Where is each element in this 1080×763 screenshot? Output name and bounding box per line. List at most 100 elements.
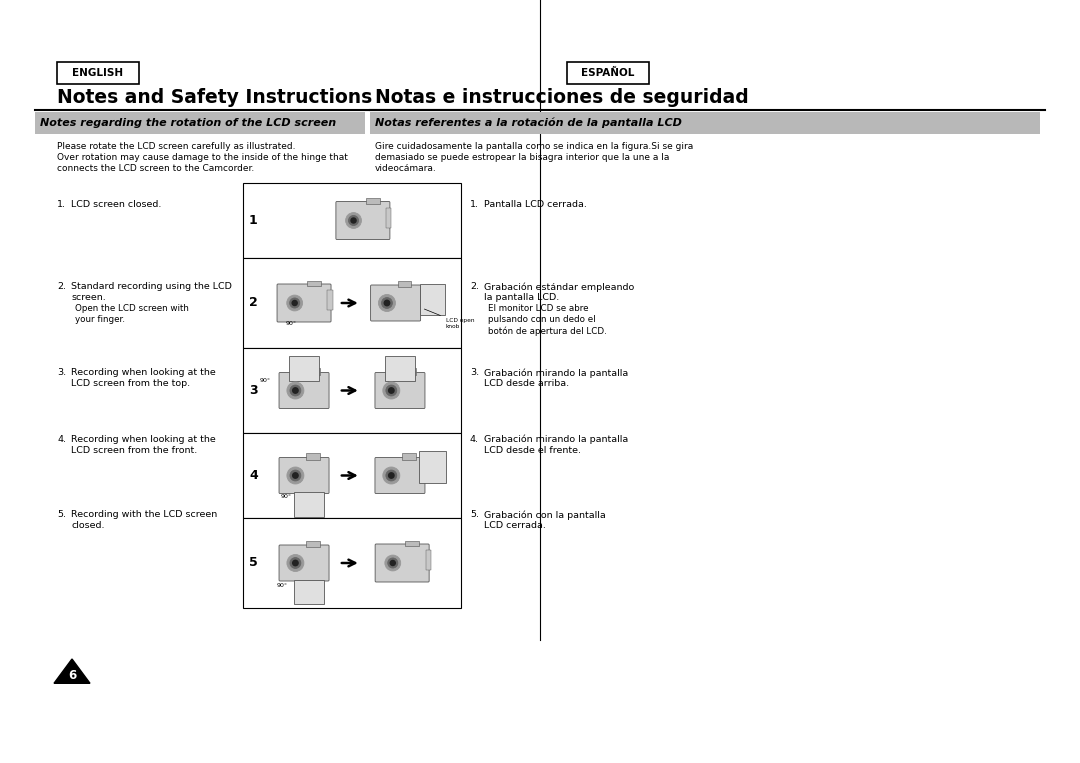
Circle shape — [382, 382, 400, 399]
Text: Grabación mirando la pantalla: Grabación mirando la pantalla — [484, 435, 629, 445]
Circle shape — [386, 470, 396, 481]
Circle shape — [384, 555, 401, 571]
Text: LCD screen from the top.: LCD screen from the top. — [71, 379, 190, 388]
Text: 5.: 5. — [57, 510, 66, 519]
Text: your finger.: your finger. — [75, 315, 125, 324]
FancyBboxPatch shape — [420, 284, 445, 315]
Text: 4.: 4. — [57, 435, 66, 444]
Text: 5: 5 — [249, 556, 258, 569]
Bar — [307, 453, 320, 459]
Text: Standard recording using the LCD: Standard recording using the LCD — [71, 282, 232, 291]
Bar — [307, 541, 320, 547]
Text: Gire cuidadosamente la pantalla como se indica en la figura.Si se gira: Gire cuidadosamente la pantalla como se … — [375, 142, 693, 151]
FancyBboxPatch shape — [279, 372, 329, 408]
Text: LCD screen closed.: LCD screen closed. — [71, 200, 161, 209]
Text: 2.: 2. — [470, 282, 480, 291]
Text: El monitor LCD se abre: El monitor LCD se abre — [488, 304, 589, 313]
Circle shape — [389, 388, 394, 393]
Bar — [243, 258, 461, 348]
Text: Notes and Safety Instructions: Notes and Safety Instructions — [57, 88, 373, 107]
Bar — [426, 550, 431, 570]
Text: 3.: 3. — [57, 368, 66, 377]
Text: 5.: 5. — [470, 510, 480, 519]
Text: Recording with the LCD screen: Recording with the LCD screen — [71, 510, 217, 519]
Circle shape — [378, 295, 395, 311]
Bar — [307, 369, 320, 375]
Circle shape — [287, 555, 303, 571]
Text: Grabación con la pantalla: Grabación con la pantalla — [484, 510, 606, 520]
Bar — [243, 183, 461, 258]
Text: 4.: 4. — [470, 435, 480, 444]
Text: la pantalla LCD.: la pantalla LCD. — [484, 293, 559, 302]
Text: Grabación mirando la pantalla: Grabación mirando la pantalla — [484, 368, 629, 378]
Circle shape — [349, 215, 359, 226]
Bar — [405, 541, 419, 546]
FancyBboxPatch shape — [294, 580, 324, 604]
Circle shape — [389, 473, 394, 478]
FancyBboxPatch shape — [279, 545, 329, 581]
FancyBboxPatch shape — [336, 201, 390, 240]
Bar — [57, 62, 139, 84]
Text: Recording when looking at the: Recording when looking at the — [71, 435, 216, 444]
Circle shape — [386, 385, 396, 396]
Bar — [35, 112, 365, 134]
Circle shape — [293, 560, 298, 565]
Text: LCD desde el frente.: LCD desde el frente. — [484, 446, 581, 455]
Text: botón de apertura del LCD.: botón de apertura del LCD. — [488, 326, 607, 336]
Text: Notes regarding the rotation of the LCD screen: Notes regarding the rotation of the LCD … — [40, 118, 336, 128]
Bar — [403, 369, 416, 375]
Circle shape — [381, 298, 392, 308]
Text: Notas referentes a la rotación de la pantalla LCD: Notas referentes a la rotación de la pan… — [375, 118, 681, 128]
Text: LCD screen from the front.: LCD screen from the front. — [71, 446, 198, 455]
Circle shape — [293, 388, 298, 393]
Circle shape — [289, 470, 301, 481]
Circle shape — [390, 561, 395, 565]
Text: Open the LCD screen with: Open the LCD screen with — [75, 304, 189, 313]
Text: closed.: closed. — [71, 521, 105, 530]
Circle shape — [287, 295, 302, 311]
Text: LCD cerrada.: LCD cerrada. — [484, 521, 545, 530]
Text: 90°: 90° — [281, 494, 292, 498]
Bar — [307, 281, 321, 286]
Polygon shape — [54, 659, 90, 684]
Circle shape — [384, 301, 390, 306]
Text: Notas e instrucciones de seguridad: Notas e instrucciones de seguridad — [375, 88, 748, 107]
Circle shape — [287, 467, 303, 484]
Text: 2: 2 — [249, 297, 258, 310]
Text: LCD desde arriba.: LCD desde arriba. — [484, 379, 569, 388]
Text: pulsando con un dedo el: pulsando con un dedo el — [488, 315, 596, 324]
Text: 3: 3 — [249, 384, 258, 397]
Bar — [365, 198, 380, 204]
Bar — [243, 433, 461, 518]
Bar — [567, 62, 649, 84]
Text: demasiado se puede estropear la bisagra interior que la une a la: demasiado se puede estropear la bisagra … — [375, 153, 670, 162]
Text: screen.: screen. — [71, 293, 106, 302]
Text: 90°: 90° — [276, 583, 287, 588]
Bar — [370, 112, 1040, 134]
Text: videocámara.: videocámara. — [375, 164, 436, 173]
Text: Please rotate the LCD screen carefully as illustrated.: Please rotate the LCD screen carefully a… — [57, 142, 296, 151]
FancyBboxPatch shape — [419, 451, 446, 483]
Text: 3.: 3. — [470, 368, 480, 377]
FancyBboxPatch shape — [279, 458, 329, 494]
Circle shape — [289, 298, 300, 308]
Text: LCD open
knob: LCD open knob — [424, 309, 474, 329]
FancyBboxPatch shape — [386, 356, 415, 381]
Circle shape — [351, 218, 356, 223]
Bar — [243, 348, 461, 433]
Text: connects the LCD screen to the Camcorder.: connects the LCD screen to the Camcorder… — [57, 164, 254, 173]
Bar — [387, 208, 391, 227]
Text: Grabación estándar empleando: Grabación estándar empleando — [484, 282, 634, 291]
Circle shape — [388, 558, 397, 568]
Circle shape — [293, 301, 297, 305]
Text: 1: 1 — [249, 214, 258, 227]
FancyBboxPatch shape — [294, 492, 324, 517]
Text: 4: 4 — [249, 469, 258, 482]
Text: Pantalla LCD cerrada.: Pantalla LCD cerrada. — [484, 200, 586, 209]
Text: 6: 6 — [68, 668, 76, 681]
Text: 2.: 2. — [57, 282, 66, 291]
Circle shape — [346, 213, 362, 228]
Circle shape — [289, 558, 301, 568]
Bar — [327, 291, 333, 311]
Text: 1.: 1. — [57, 200, 66, 209]
